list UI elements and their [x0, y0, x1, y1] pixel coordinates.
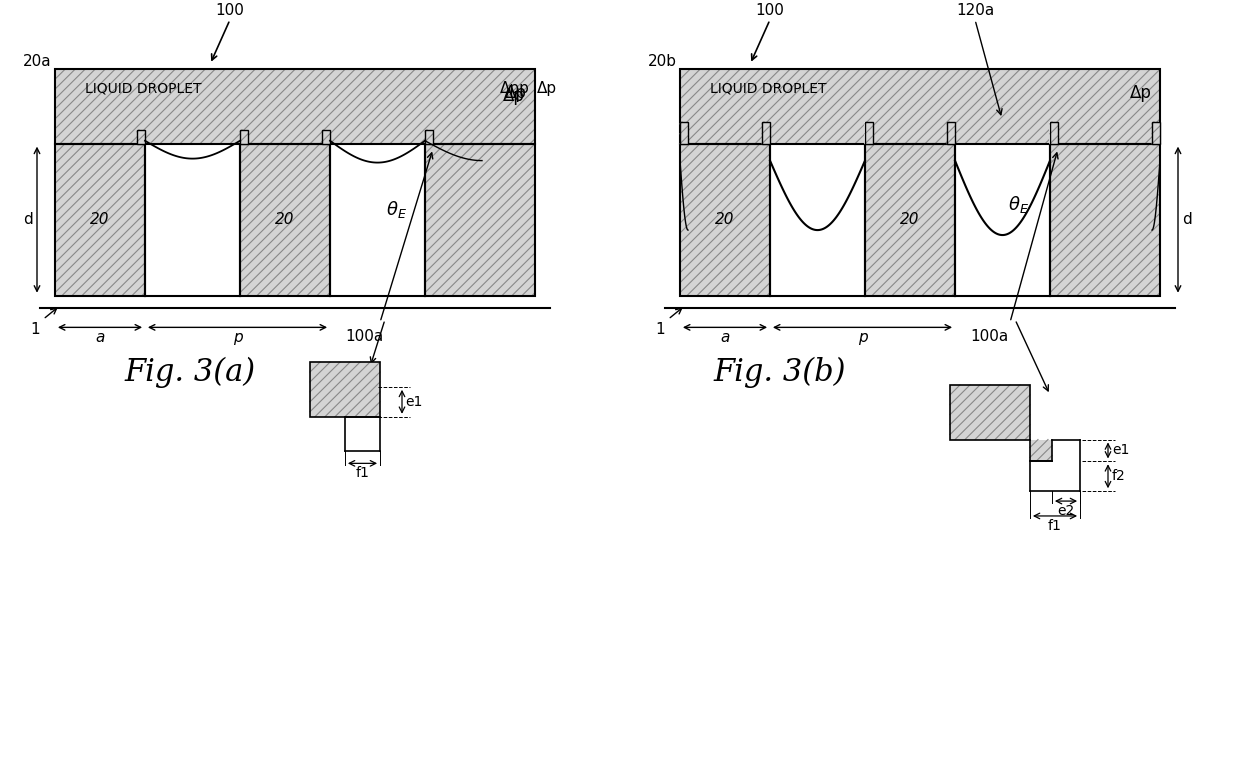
- Text: 100a: 100a: [970, 330, 1008, 344]
- Text: 20: 20: [91, 212, 110, 227]
- Text: 100: 100: [755, 2, 785, 18]
- Bar: [680, 69, 1159, 144]
- Text: 120a: 120a: [956, 2, 994, 18]
- Bar: [1050, 122, 1058, 144]
- Bar: [680, 144, 770, 295]
- Bar: [55, 144, 145, 295]
- Text: a: a: [95, 330, 104, 345]
- Bar: [680, 69, 1159, 144]
- Text: 100a: 100a: [345, 330, 383, 344]
- Bar: [950, 385, 1030, 439]
- Text: f1: f1: [1048, 519, 1061, 533]
- Bar: [55, 69, 534, 144]
- Bar: [425, 144, 534, 295]
- Bar: [330, 144, 425, 295]
- Bar: [425, 130, 433, 144]
- Text: Δp: Δp: [505, 84, 527, 102]
- Bar: [55, 144, 145, 295]
- Text: Δp: Δp: [1130, 84, 1152, 102]
- Text: d: d: [24, 212, 33, 227]
- Bar: [322, 130, 330, 144]
- Bar: [770, 144, 866, 295]
- Text: 20a: 20a: [24, 54, 52, 69]
- Text: Δpp: Δpp: [500, 81, 529, 96]
- Text: Δp: Δp: [537, 81, 557, 96]
- Text: 20: 20: [275, 212, 295, 227]
- Bar: [136, 130, 145, 144]
- Text: f2: f2: [1112, 469, 1126, 483]
- Text: Fig. 3(a): Fig. 3(a): [124, 357, 255, 389]
- Bar: [947, 122, 955, 144]
- Text: $\theta_E$: $\theta_E$: [1007, 194, 1028, 215]
- Text: 20: 20: [900, 212, 920, 227]
- Text: LIQUID DROPLET: LIQUID DROPLET: [711, 81, 827, 95]
- Bar: [866, 144, 955, 295]
- Bar: [425, 130, 433, 144]
- Text: 100: 100: [216, 2, 244, 18]
- Text: $\theta_E$: $\theta_E$: [386, 199, 407, 220]
- Bar: [1030, 460, 1080, 491]
- Bar: [680, 144, 770, 295]
- Bar: [55, 69, 534, 144]
- Bar: [310, 362, 379, 417]
- Bar: [950, 385, 1030, 439]
- Text: 1: 1: [655, 323, 665, 337]
- Bar: [145, 144, 241, 295]
- Bar: [680, 122, 688, 144]
- Text: a: a: [720, 330, 729, 345]
- Bar: [241, 130, 248, 144]
- Bar: [345, 414, 379, 452]
- Bar: [310, 362, 379, 417]
- Text: 20b: 20b: [649, 54, 677, 69]
- Bar: [1030, 439, 1052, 461]
- Bar: [680, 122, 688, 144]
- Text: e1: e1: [1112, 443, 1130, 457]
- Bar: [955, 144, 1050, 295]
- Text: LIQUID DROPLET: LIQUID DROPLET: [86, 81, 201, 95]
- Bar: [241, 144, 330, 295]
- Bar: [136, 130, 145, 144]
- Bar: [1050, 144, 1159, 295]
- Text: 1: 1: [30, 323, 40, 337]
- Bar: [241, 130, 248, 144]
- Bar: [1152, 122, 1159, 144]
- Text: f1: f1: [356, 467, 370, 481]
- Bar: [1050, 144, 1159, 295]
- Text: p: p: [858, 330, 867, 345]
- Bar: [866, 122, 873, 144]
- Bar: [866, 144, 955, 295]
- Bar: [322, 130, 330, 144]
- Text: e1: e1: [405, 395, 423, 409]
- Text: 20: 20: [715, 212, 735, 227]
- Bar: [425, 144, 534, 295]
- Bar: [1152, 122, 1159, 144]
- Bar: [763, 122, 770, 144]
- Bar: [241, 144, 330, 295]
- Text: Fig. 3(b): Fig. 3(b): [714, 357, 846, 389]
- Text: d: d: [1182, 212, 1192, 227]
- Text: e2: e2: [1058, 504, 1075, 518]
- Bar: [1050, 122, 1058, 144]
- Text: Δp: Δp: [503, 87, 525, 105]
- Bar: [866, 122, 873, 144]
- Bar: [763, 122, 770, 144]
- Bar: [1052, 438, 1080, 461]
- Bar: [947, 122, 955, 144]
- Text: p: p: [233, 330, 242, 345]
